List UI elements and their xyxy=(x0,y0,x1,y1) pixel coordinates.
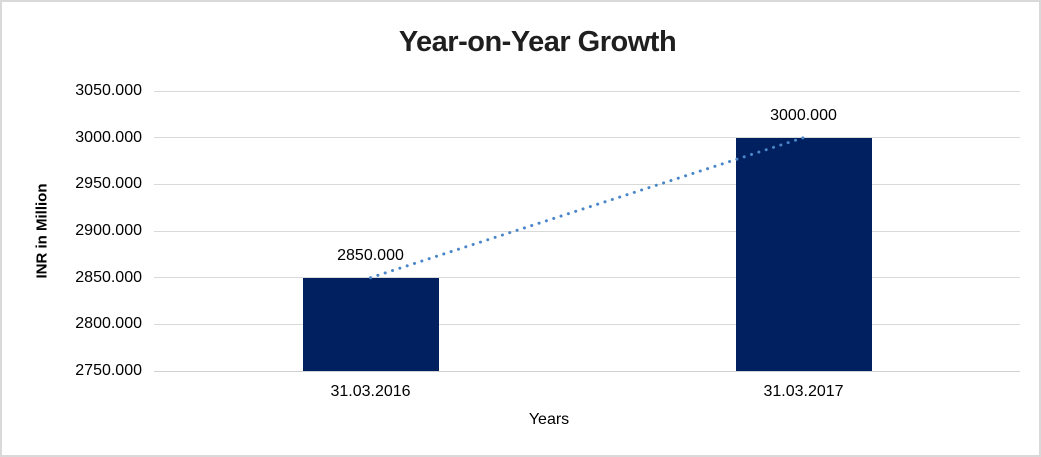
x-axis-title: Years xyxy=(528,411,570,428)
bar-31.03.2017 xyxy=(735,137,872,371)
y-tick-label: 2900.000 xyxy=(75,222,142,239)
gridline xyxy=(154,277,1020,279)
plot-area: 2850.000 3000.000 xyxy=(154,90,1020,372)
y-tick-label: 2850.000 xyxy=(75,268,142,286)
bar-value-label: 2850.000 xyxy=(337,246,404,264)
y-tick-label: 2800.000 xyxy=(75,315,142,333)
y-tick-label: 3000.000 xyxy=(75,128,142,146)
x-tick-label: 31.03.2017 xyxy=(763,383,844,400)
y-tick-label: 2950.000 xyxy=(75,175,142,193)
trendline-path xyxy=(369,136,805,280)
x-axis-line xyxy=(154,370,1020,372)
trendline xyxy=(369,136,805,280)
gridline xyxy=(154,183,1020,185)
gridline xyxy=(154,90,1020,92)
y-tick-label: 2750.000 xyxy=(75,362,142,379)
x-tick-label: 31.03.2016 xyxy=(330,383,411,400)
gridline xyxy=(154,323,1020,325)
gridline xyxy=(154,137,1020,139)
bar-value-label: 3000.000 xyxy=(770,106,837,124)
gridline xyxy=(154,230,1020,232)
bar-31.03.2016 xyxy=(302,277,439,371)
chart-title: Year-on-Year Growth xyxy=(398,26,677,58)
y-tick-label: 3050.000 xyxy=(75,82,142,99)
